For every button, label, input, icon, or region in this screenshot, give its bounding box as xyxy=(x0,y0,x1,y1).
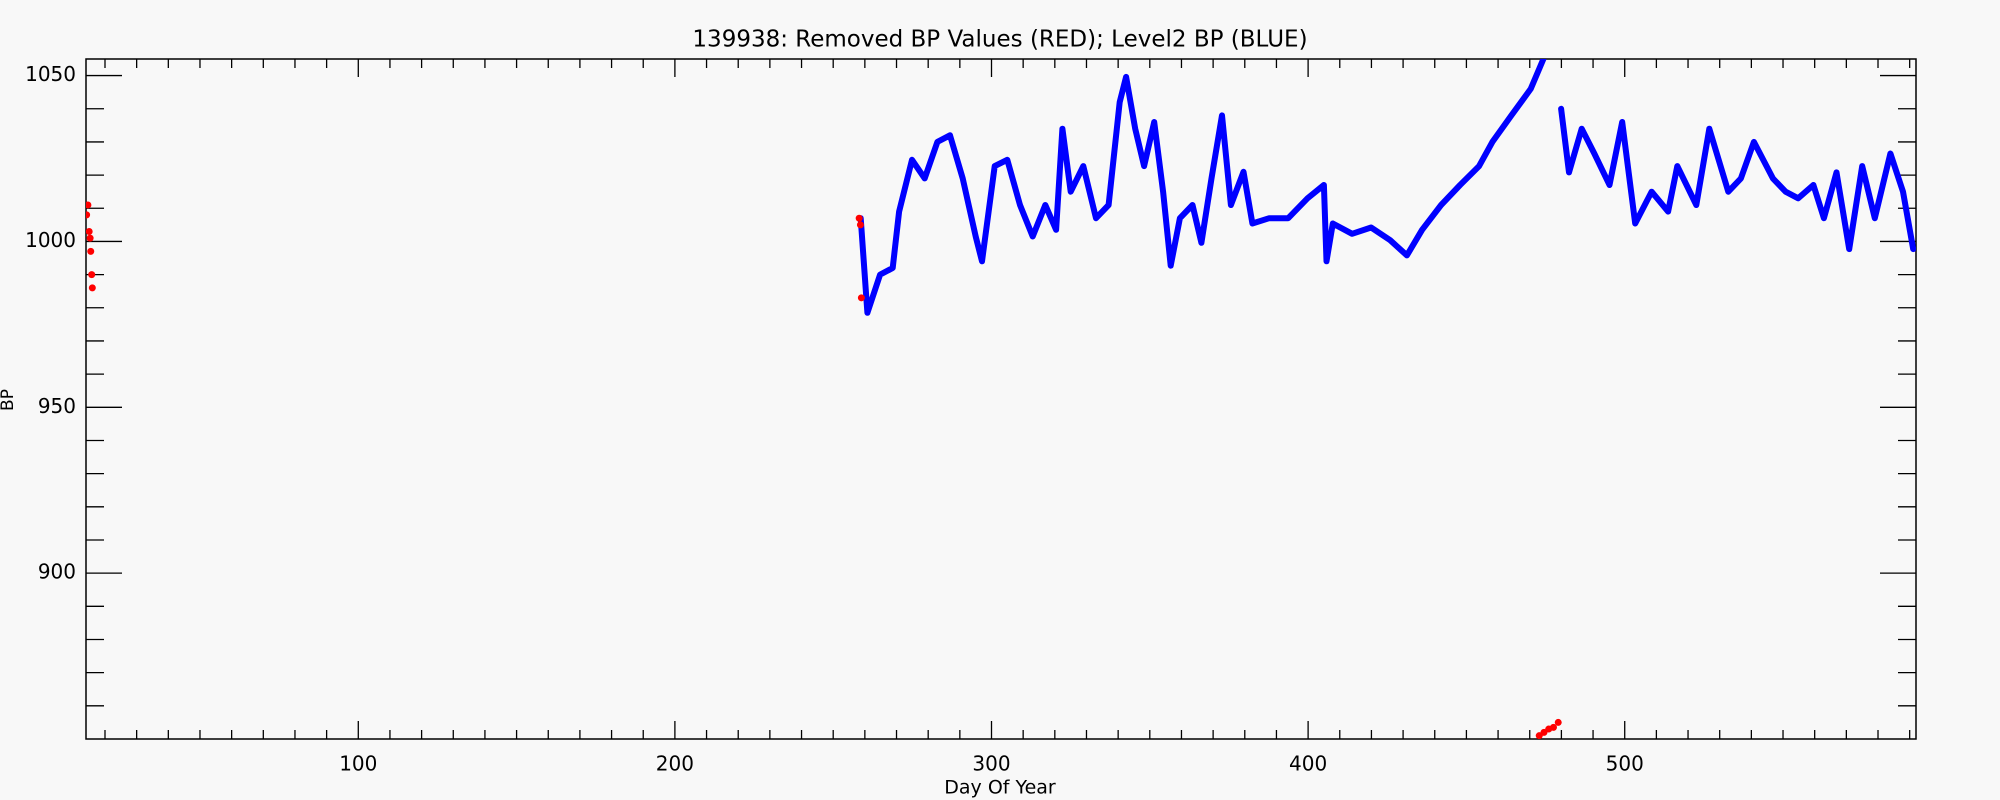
x-tick-label: 300 xyxy=(972,752,1010,776)
x-tick-label: 500 xyxy=(1606,752,1644,776)
data-point xyxy=(86,201,92,209)
x-tick-label: 200 xyxy=(656,752,694,776)
y-axis-label: BP xyxy=(0,389,18,411)
data-point xyxy=(86,211,91,219)
data-point xyxy=(87,247,95,255)
y-tick-label: 1000 xyxy=(25,228,76,252)
plot-area xyxy=(86,59,1916,739)
chart-title: 139938: Removed BP Values (RED); Level2 … xyxy=(692,27,1307,53)
data-line xyxy=(857,59,1916,316)
data-point xyxy=(856,221,864,229)
data-point xyxy=(1549,723,1557,731)
x-tick-label: 400 xyxy=(1289,752,1327,776)
data-point xyxy=(88,284,96,292)
data-point xyxy=(1554,718,1562,726)
y-tick-label: 950 xyxy=(38,394,76,418)
x-axis-label: Day Of Year xyxy=(944,777,1056,799)
y-tick-label: 900 xyxy=(38,560,76,584)
plot-frame xyxy=(85,58,1917,740)
data-point xyxy=(855,214,863,222)
data-point xyxy=(86,234,94,242)
data-point xyxy=(857,294,865,302)
y-tick-label: 1050 xyxy=(25,62,76,86)
x-tick-label: 100 xyxy=(339,752,377,776)
data-point xyxy=(86,227,93,235)
data-point xyxy=(88,271,96,279)
